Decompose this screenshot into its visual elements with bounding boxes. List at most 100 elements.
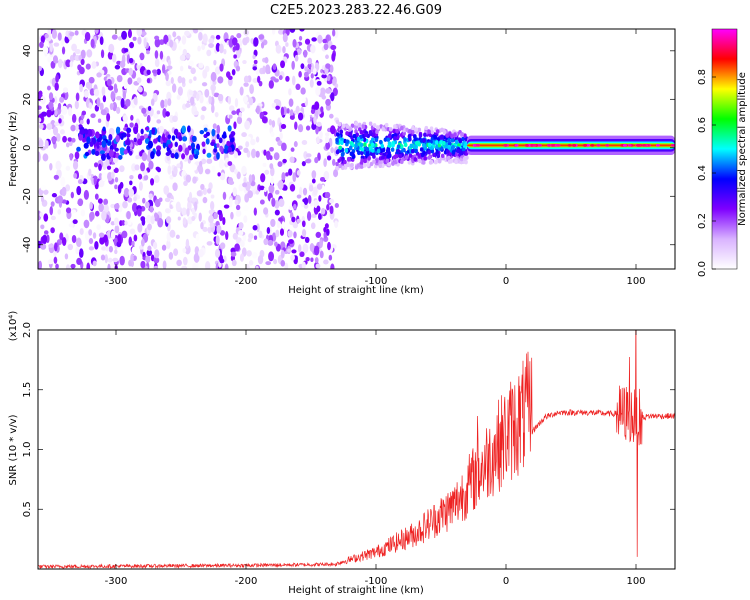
spectrogram-cell bbox=[61, 105, 68, 115]
spectrogram-cell bbox=[163, 185, 170, 195]
colorbar-tick-label: 0.8 bbox=[697, 69, 708, 85]
spectrogram-cell bbox=[461, 147, 466, 152]
spectrogram-cell bbox=[109, 103, 114, 111]
spectrogram-cell bbox=[417, 127, 422, 132]
spectrogram-cell bbox=[231, 68, 236, 76]
spectrogram-cell bbox=[91, 61, 97, 69]
spectrogram-cell bbox=[150, 151, 155, 160]
spectrogram-cell bbox=[169, 174, 174, 180]
spectrogram-cell bbox=[301, 160, 306, 167]
spectrogram-cell bbox=[449, 159, 453, 164]
spectrogram-cell bbox=[359, 164, 364, 169]
spectrogram-cell bbox=[225, 230, 229, 241]
spectrogram-cell bbox=[391, 141, 395, 146]
spectrogram-cell bbox=[55, 74, 60, 83]
spectrogram-cell bbox=[282, 46, 286, 54]
spectrogram-cell bbox=[230, 211, 234, 220]
spectrogram-cell bbox=[301, 220, 306, 228]
spectrogram-cell bbox=[38, 105, 42, 110]
spectrogram-cell bbox=[321, 207, 326, 215]
spectrogram-cell bbox=[114, 147, 119, 152]
spectrogram-cell bbox=[83, 219, 90, 229]
spectrogram-cell bbox=[101, 140, 107, 148]
spectrogram-cell bbox=[119, 249, 124, 256]
spectrogram-cell bbox=[309, 242, 315, 252]
x-tick-label: -100 bbox=[365, 276, 388, 287]
spectrogram-cell bbox=[46, 85, 51, 91]
spectrogram-cell bbox=[281, 221, 286, 230]
spectrogram-cell bbox=[65, 59, 72, 68]
spectrogram-cell bbox=[120, 98, 125, 109]
colorbar-tick-label: 0.4 bbox=[697, 165, 708, 181]
spectrogram-cell bbox=[419, 138, 424, 143]
spectrogram-cell bbox=[436, 153, 441, 159]
spectrogram-cell bbox=[173, 166, 178, 175]
spectrogram-cell bbox=[140, 128, 144, 135]
spectrogram-cell bbox=[326, 228, 330, 236]
spectrogram-cell bbox=[368, 130, 373, 135]
spectrogram-cell bbox=[127, 220, 132, 226]
spectrogram-x-axis-label: Height of straight line (km) bbox=[288, 285, 424, 296]
spectrogram-cell bbox=[234, 199, 239, 205]
spectrogram-cell bbox=[143, 133, 149, 140]
spectrogram-cell bbox=[186, 125, 191, 133]
spectrogram-cell bbox=[227, 75, 233, 81]
spectrogram-cell bbox=[202, 148, 206, 155]
spectrogram-cell bbox=[339, 129, 344, 135]
spectrogram-cell bbox=[168, 251, 174, 260]
spectrogram-cell bbox=[205, 131, 210, 137]
spectrogram-cell bbox=[370, 142, 375, 148]
spectrogram-cell bbox=[40, 195, 45, 203]
spectrogram-cell bbox=[243, 147, 249, 154]
spectrogram-cell bbox=[231, 37, 238, 46]
spectrogram-cell bbox=[318, 212, 322, 221]
spectrogram-cell bbox=[351, 142, 355, 148]
spectrogram-cell bbox=[248, 232, 254, 240]
spectrogram-cell bbox=[311, 37, 317, 42]
spectrogram-cell bbox=[119, 165, 125, 173]
spectrogram-cell bbox=[88, 102, 93, 109]
spectrogram-cell bbox=[167, 165, 172, 175]
spectrogram-cell bbox=[211, 86, 215, 96]
spectrogram-cell bbox=[243, 215, 248, 223]
spectrogram-cell bbox=[387, 141, 392, 146]
spectrogram-cell bbox=[102, 95, 107, 103]
spectrogram-cell bbox=[208, 38, 215, 44]
spectrogram-cell bbox=[380, 143, 385, 149]
spectrogram-cell bbox=[374, 137, 379, 143]
spectrogram-cell bbox=[393, 136, 397, 141]
spectrogram-cell bbox=[38, 117, 42, 123]
spectrogram-cell bbox=[277, 140, 283, 147]
spectrogram-cell bbox=[228, 114, 233, 119]
spectrogram-cell bbox=[123, 79, 128, 90]
spectrogram-cell bbox=[86, 262, 91, 269]
spectrogram-cell bbox=[154, 212, 158, 219]
spectrogram-cell bbox=[214, 248, 221, 258]
spectrogram-cell bbox=[94, 193, 99, 200]
spectrogram-peak bbox=[503, 143, 508, 147]
spectrogram-cell bbox=[112, 257, 119, 263]
spectrogram-cell bbox=[248, 97, 254, 106]
spectrogram-cell bbox=[81, 110, 87, 116]
spectrogram-cell bbox=[160, 99, 165, 109]
spectrogram-cell bbox=[58, 118, 62, 124]
spectrogram-cell bbox=[418, 133, 423, 138]
spectrogram-cell bbox=[335, 132, 340, 137]
spectrogram-cell bbox=[314, 157, 319, 164]
spectrogram-cell bbox=[243, 176, 247, 184]
spectrogram-cell bbox=[445, 149, 450, 154]
spectrogram-cell bbox=[177, 216, 181, 221]
spectrogram-cell bbox=[95, 210, 100, 217]
spectrogram-cell bbox=[51, 29, 58, 40]
spectrogram-cell bbox=[84, 151, 90, 157]
spectrogram-cell bbox=[118, 154, 123, 160]
spectrogram-cell bbox=[428, 160, 433, 165]
spectrogram-cell bbox=[110, 171, 115, 179]
spectrogram-peak bbox=[590, 143, 595, 147]
spectrogram-cell bbox=[439, 140, 443, 145]
spectrogram-cell bbox=[424, 125, 429, 131]
spectrogram-cell bbox=[79, 83, 83, 93]
spectrogram-cell bbox=[108, 43, 115, 54]
spectrogram-cell bbox=[255, 150, 260, 158]
spectrogram-cell bbox=[186, 207, 190, 217]
